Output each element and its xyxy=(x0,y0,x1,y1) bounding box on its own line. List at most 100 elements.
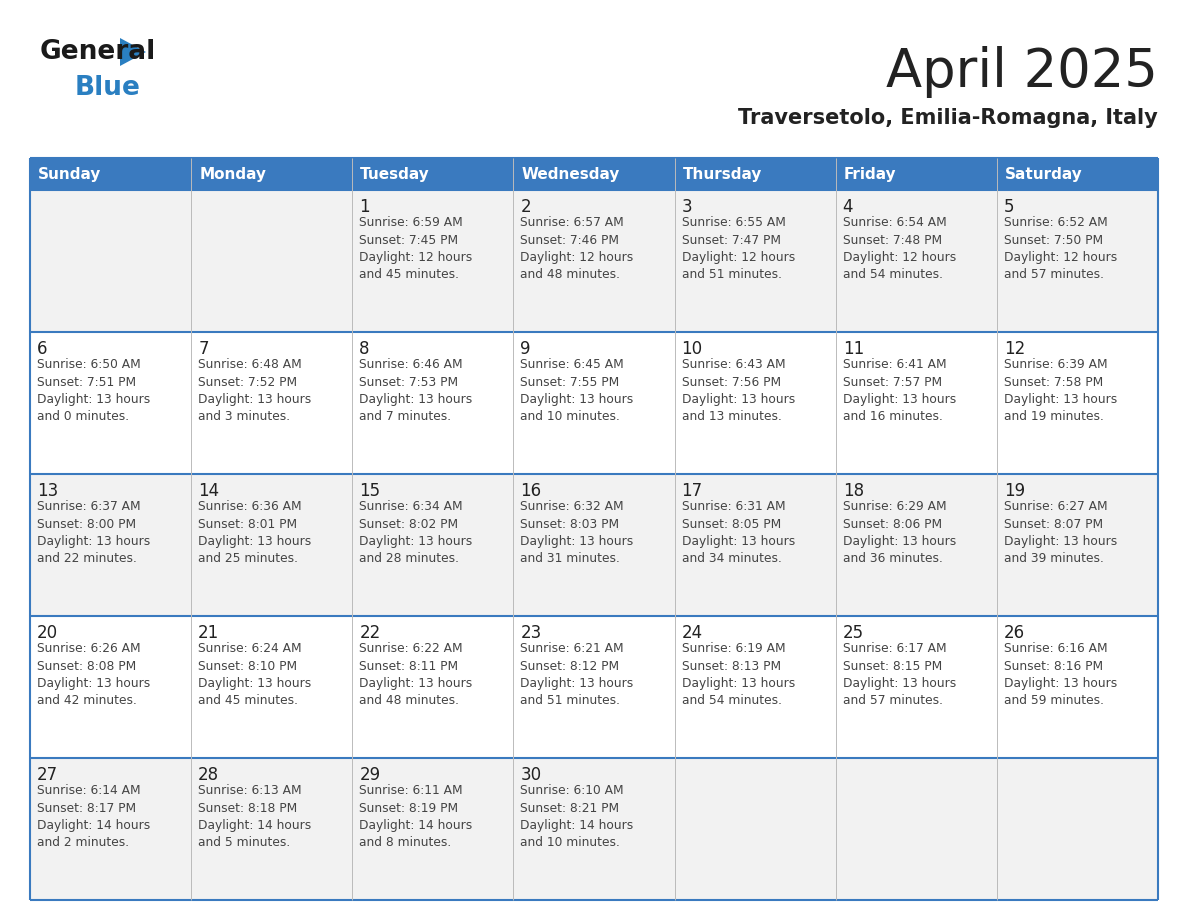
Text: Sunrise: 6:57 AM
Sunset: 7:46 PM
Daylight: 12 hours
and 48 minutes.: Sunrise: 6:57 AM Sunset: 7:46 PM Dayligh… xyxy=(520,216,633,282)
Bar xyxy=(997,190,1158,332)
Text: Sunrise: 6:16 AM
Sunset: 8:16 PM
Daylight: 13 hours
and 59 minutes.: Sunrise: 6:16 AM Sunset: 8:16 PM Dayligh… xyxy=(1004,642,1117,708)
Bar xyxy=(675,190,835,332)
Text: 21: 21 xyxy=(198,624,220,642)
Text: 28: 28 xyxy=(198,766,220,784)
Bar xyxy=(30,158,191,190)
Text: 25: 25 xyxy=(842,624,864,642)
Text: Sunrise: 6:59 AM
Sunset: 7:45 PM
Daylight: 12 hours
and 45 minutes.: Sunrise: 6:59 AM Sunset: 7:45 PM Dayligh… xyxy=(359,216,473,282)
Bar xyxy=(835,616,997,758)
Text: 14: 14 xyxy=(198,482,220,500)
Bar xyxy=(353,616,513,758)
Bar xyxy=(30,616,191,758)
Text: Sunrise: 6:34 AM
Sunset: 8:02 PM
Daylight: 13 hours
and 28 minutes.: Sunrise: 6:34 AM Sunset: 8:02 PM Dayligh… xyxy=(359,500,473,565)
Text: Monday: Monday xyxy=(200,166,266,182)
Text: Sunrise: 6:22 AM
Sunset: 8:11 PM
Daylight: 13 hours
and 48 minutes.: Sunrise: 6:22 AM Sunset: 8:11 PM Dayligh… xyxy=(359,642,473,708)
Text: Sunrise: 6:24 AM
Sunset: 8:10 PM
Daylight: 13 hours
and 45 minutes.: Sunrise: 6:24 AM Sunset: 8:10 PM Dayligh… xyxy=(198,642,311,708)
Text: Sunrise: 6:55 AM
Sunset: 7:47 PM
Daylight: 12 hours
and 51 minutes.: Sunrise: 6:55 AM Sunset: 7:47 PM Dayligh… xyxy=(682,216,795,282)
Text: General: General xyxy=(40,39,157,65)
Bar xyxy=(191,474,353,616)
Text: 1: 1 xyxy=(359,198,369,216)
Text: Sunrise: 6:17 AM
Sunset: 8:15 PM
Daylight: 13 hours
and 57 minutes.: Sunrise: 6:17 AM Sunset: 8:15 PM Dayligh… xyxy=(842,642,956,708)
Text: Sunrise: 6:50 AM
Sunset: 7:51 PM
Daylight: 13 hours
and 0 minutes.: Sunrise: 6:50 AM Sunset: 7:51 PM Dayligh… xyxy=(37,358,150,423)
Text: 4: 4 xyxy=(842,198,853,216)
Bar xyxy=(675,332,835,474)
Text: Sunrise: 6:14 AM
Sunset: 8:17 PM
Daylight: 14 hours
and 2 minutes.: Sunrise: 6:14 AM Sunset: 8:17 PM Dayligh… xyxy=(37,784,150,849)
Bar xyxy=(353,332,513,474)
Bar xyxy=(191,616,353,758)
Text: 7: 7 xyxy=(198,340,209,358)
Text: Tuesday: Tuesday xyxy=(360,166,430,182)
Text: Sunday: Sunday xyxy=(38,166,101,182)
Bar xyxy=(191,758,353,900)
Text: Traversetolo, Emilia-Romagna, Italy: Traversetolo, Emilia-Romagna, Italy xyxy=(738,108,1158,128)
Text: Sunrise: 6:41 AM
Sunset: 7:57 PM
Daylight: 13 hours
and 16 minutes.: Sunrise: 6:41 AM Sunset: 7:57 PM Dayligh… xyxy=(842,358,956,423)
Text: 8: 8 xyxy=(359,340,369,358)
Text: 15: 15 xyxy=(359,482,380,500)
Text: 10: 10 xyxy=(682,340,702,358)
Text: 5: 5 xyxy=(1004,198,1015,216)
Bar xyxy=(30,332,191,474)
Bar xyxy=(835,190,997,332)
Text: 20: 20 xyxy=(37,624,58,642)
Text: Sunrise: 6:11 AM
Sunset: 8:19 PM
Daylight: 14 hours
and 8 minutes.: Sunrise: 6:11 AM Sunset: 8:19 PM Dayligh… xyxy=(359,784,473,849)
Text: 9: 9 xyxy=(520,340,531,358)
Text: 3: 3 xyxy=(682,198,693,216)
Bar xyxy=(997,758,1158,900)
Bar xyxy=(513,758,675,900)
Bar xyxy=(675,474,835,616)
Bar xyxy=(997,616,1158,758)
Bar xyxy=(353,190,513,332)
Bar xyxy=(30,474,191,616)
Text: 23: 23 xyxy=(520,624,542,642)
Bar xyxy=(997,332,1158,474)
Bar xyxy=(353,158,513,190)
Text: 27: 27 xyxy=(37,766,58,784)
Bar xyxy=(997,474,1158,616)
Bar xyxy=(675,616,835,758)
Text: Saturday: Saturday xyxy=(1005,166,1082,182)
Text: 13: 13 xyxy=(37,482,58,500)
Bar xyxy=(30,758,191,900)
Text: Sunrise: 6:43 AM
Sunset: 7:56 PM
Daylight: 13 hours
and 13 minutes.: Sunrise: 6:43 AM Sunset: 7:56 PM Dayligh… xyxy=(682,358,795,423)
Text: 2: 2 xyxy=(520,198,531,216)
Text: Sunrise: 6:21 AM
Sunset: 8:12 PM
Daylight: 13 hours
and 51 minutes.: Sunrise: 6:21 AM Sunset: 8:12 PM Dayligh… xyxy=(520,642,633,708)
Text: Sunrise: 6:31 AM
Sunset: 8:05 PM
Daylight: 13 hours
and 34 minutes.: Sunrise: 6:31 AM Sunset: 8:05 PM Dayligh… xyxy=(682,500,795,565)
Text: Sunrise: 6:37 AM
Sunset: 8:00 PM
Daylight: 13 hours
and 22 minutes.: Sunrise: 6:37 AM Sunset: 8:00 PM Dayligh… xyxy=(37,500,150,565)
Bar xyxy=(513,190,675,332)
Polygon shape xyxy=(120,38,146,66)
Bar xyxy=(513,158,675,190)
Bar xyxy=(353,758,513,900)
Bar xyxy=(191,158,353,190)
Text: 19: 19 xyxy=(1004,482,1025,500)
Text: 11: 11 xyxy=(842,340,864,358)
Text: 17: 17 xyxy=(682,482,702,500)
Text: 18: 18 xyxy=(842,482,864,500)
Text: Sunrise: 6:10 AM
Sunset: 8:21 PM
Daylight: 14 hours
and 10 minutes.: Sunrise: 6:10 AM Sunset: 8:21 PM Dayligh… xyxy=(520,784,633,849)
Text: Sunrise: 6:48 AM
Sunset: 7:52 PM
Daylight: 13 hours
and 3 minutes.: Sunrise: 6:48 AM Sunset: 7:52 PM Dayligh… xyxy=(198,358,311,423)
Text: Sunrise: 6:27 AM
Sunset: 8:07 PM
Daylight: 13 hours
and 39 minutes.: Sunrise: 6:27 AM Sunset: 8:07 PM Dayligh… xyxy=(1004,500,1117,565)
Text: 22: 22 xyxy=(359,624,380,642)
Text: 12: 12 xyxy=(1004,340,1025,358)
Text: Sunrise: 6:32 AM
Sunset: 8:03 PM
Daylight: 13 hours
and 31 minutes.: Sunrise: 6:32 AM Sunset: 8:03 PM Dayligh… xyxy=(520,500,633,565)
Bar xyxy=(835,474,997,616)
Text: Sunrise: 6:46 AM
Sunset: 7:53 PM
Daylight: 13 hours
and 7 minutes.: Sunrise: 6:46 AM Sunset: 7:53 PM Dayligh… xyxy=(359,358,473,423)
Bar xyxy=(191,332,353,474)
Text: Friday: Friday xyxy=(843,166,896,182)
Text: 26: 26 xyxy=(1004,624,1025,642)
Text: 24: 24 xyxy=(682,624,702,642)
Text: Sunrise: 6:26 AM
Sunset: 8:08 PM
Daylight: 13 hours
and 42 minutes.: Sunrise: 6:26 AM Sunset: 8:08 PM Dayligh… xyxy=(37,642,150,708)
Text: Blue: Blue xyxy=(75,75,141,101)
Bar xyxy=(675,758,835,900)
Bar xyxy=(835,758,997,900)
Bar xyxy=(513,616,675,758)
Text: Sunrise: 6:13 AM
Sunset: 8:18 PM
Daylight: 14 hours
and 5 minutes.: Sunrise: 6:13 AM Sunset: 8:18 PM Dayligh… xyxy=(198,784,311,849)
Bar xyxy=(835,158,997,190)
Bar xyxy=(191,190,353,332)
Bar xyxy=(353,474,513,616)
Text: Thursday: Thursday xyxy=(683,166,762,182)
Text: Sunrise: 6:54 AM
Sunset: 7:48 PM
Daylight: 12 hours
and 54 minutes.: Sunrise: 6:54 AM Sunset: 7:48 PM Dayligh… xyxy=(842,216,956,282)
Text: Sunrise: 6:36 AM
Sunset: 8:01 PM
Daylight: 13 hours
and 25 minutes.: Sunrise: 6:36 AM Sunset: 8:01 PM Dayligh… xyxy=(198,500,311,565)
Bar xyxy=(997,158,1158,190)
Bar xyxy=(513,332,675,474)
Text: 30: 30 xyxy=(520,766,542,784)
